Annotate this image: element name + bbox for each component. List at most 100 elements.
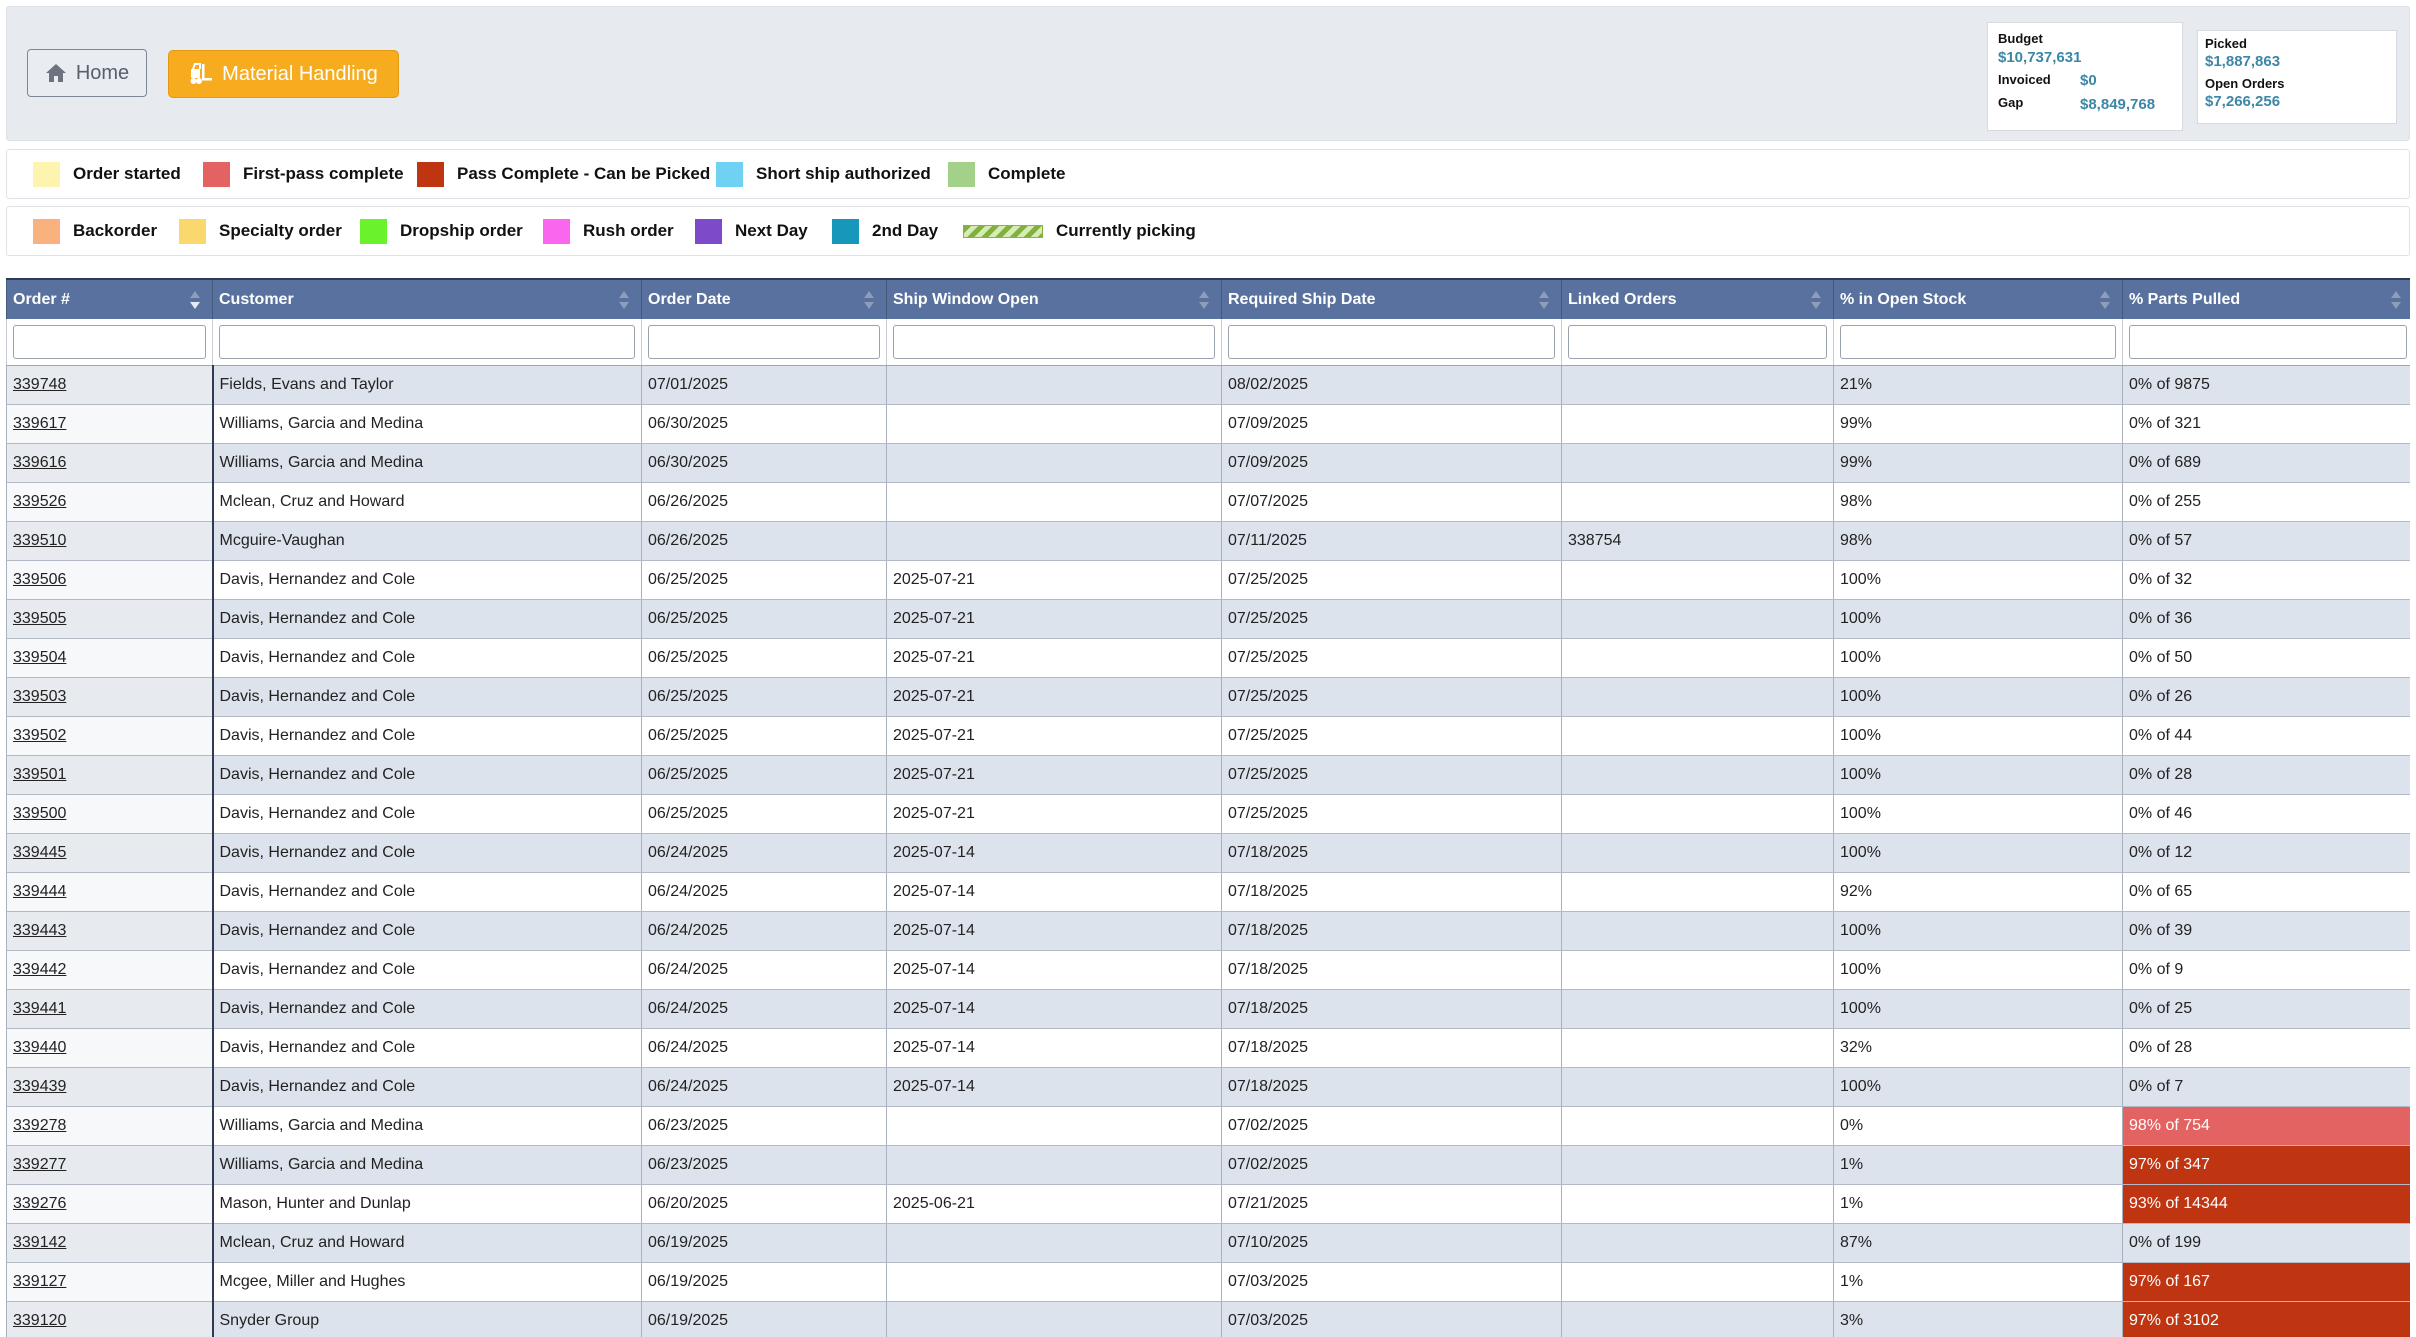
filter-linked-orders-input[interactable]	[1568, 324, 1827, 359]
table-row[interactable]: 339445 Davis, Hernandez and Cole 06/24/202…	[6, 833, 2410, 873]
sort-icon[interactable]	[864, 291, 874, 311]
order-date-cell: 06/30/2025	[641, 443, 887, 483]
home-button[interactable]: Home	[27, 49, 147, 97]
legend-label: Pass Complete - Can be Picked	[457, 164, 711, 183]
order-link[interactable]: 339142	[13, 1233, 67, 1251]
legend-label: Backorder	[73, 221, 158, 240]
linked-orders-cell	[1561, 599, 1834, 639]
legend-label: Order started	[73, 164, 181, 183]
order-link[interactable]: 339441	[13, 999, 67, 1017]
required-ship-date-cell: 07/02/2025	[1221, 1145, 1562, 1185]
column-header-order-date[interactable]: Order Date	[641, 278, 887, 319]
order-link[interactable]: 339278	[13, 1116, 67, 1134]
column-header-parts-pulled[interactable]: % Parts Pulled	[2122, 278, 2410, 319]
table-row[interactable]: 339142 Mclean, Cruz and Howard 06/19/2025 0…	[6, 1223, 2410, 1263]
order-link[interactable]: 339443	[13, 921, 67, 939]
column-header-required-ship-date[interactable]: Required Ship Date	[1221, 278, 1562, 319]
table-row[interactable]: 339526 Mclean, Cruz and Howard 06/26/2025 0…	[6, 482, 2410, 522]
order-link[interactable]: 339445	[13, 843, 67, 861]
filter-open-stock-input[interactable]	[1840, 324, 2116, 359]
open-stock-cell: 1%	[1833, 1262, 2123, 1302]
column-header-ship-window-open[interactable]: Ship Window Open	[886, 278, 1222, 319]
column-header-open-stock[interactable]: % in Open Stock	[1833, 278, 2123, 319]
table-row[interactable]: 339277 Williams, Garcia and Medina 06/23/2…	[6, 1145, 2410, 1185]
order-link[interactable]: 339501	[13, 765, 67, 783]
ship-window-cell	[886, 482, 1222, 522]
customer-cell: Davis, Hernandez and Cole	[212, 599, 642, 639]
column-header-customer[interactable]: Customer	[212, 278, 642, 319]
filter-order-date-input[interactable]	[648, 324, 880, 359]
gap-value: $8,849,768	[2080, 96, 2156, 113]
table-row[interactable]: 339442 Davis, Hernandez and Cole 06/24/202…	[6, 950, 2410, 990]
required-ship-date-cell: 07/18/2025	[1221, 1028, 1562, 1068]
order-link[interactable]: 339504	[13, 648, 67, 666]
order-link[interactable]: 339127	[13, 1272, 67, 1290]
ship-window-cell: 2025-07-21	[886, 716, 1222, 756]
order-link[interactable]: 339442	[13, 960, 67, 978]
parts-pulled-cell: 0% of 50	[2122, 638, 2410, 678]
table-row[interactable]: 339504 Davis, Hernandez and Cole 06/25/202…	[6, 638, 2410, 678]
order-link[interactable]: 339440	[13, 1038, 67, 1056]
parts-pulled-cell: 0% of 36	[2122, 599, 2410, 639]
table-row[interactable]: 339748 Fields, Evans and Taylor 07/01/2025…	[6, 365, 2410, 405]
order-link[interactable]: 339444	[13, 882, 67, 900]
column-header-linked-orders[interactable]: Linked Orders	[1561, 278, 1834, 319]
order-link[interactable]: 339506	[13, 570, 67, 588]
filter-customer-input[interactable]	[219, 324, 635, 359]
table-row[interactable]: 339278 Williams, Garcia and Medina 06/23/2…	[6, 1106, 2410, 1146]
linked-orders-cell	[1561, 1067, 1834, 1107]
table-row[interactable]: 339503 Davis, Hernandez and Cole 06/25/202…	[6, 677, 2410, 717]
filter-parts-pulled-input[interactable]	[2129, 324, 2407, 359]
table-row[interactable]: 339440 Davis, Hernandez and Cole 06/24/202…	[6, 1028, 2410, 1068]
table-row[interactable]: 339617 Williams, Garcia and Medina 06/30/2…	[6, 404, 2410, 444]
table-row[interactable]: 339276 Mason, Hunter and Dunlap 06/20/2025…	[6, 1184, 2410, 1224]
sort-icon[interactable]	[1811, 291, 1821, 311]
order-link[interactable]: 339120	[13, 1311, 67, 1329]
open-stock-cell: 87%	[1833, 1223, 2123, 1263]
table-row[interactable]: 339500 Davis, Hernandez and Cole 06/25/202…	[6, 794, 2410, 834]
sort-icon[interactable]	[2100, 291, 2110, 311]
filter-required-ship-input[interactable]	[1228, 324, 1555, 359]
customer-cell: Davis, Hernandez and Cole	[212, 794, 642, 834]
order-link[interactable]: 339500	[13, 804, 67, 822]
order-link[interactable]: 339748	[13, 375, 67, 393]
sort-icon[interactable]	[1539, 291, 1549, 311]
table-row[interactable]: 339510 Mcguire-Vaughan 06/26/2025 07/11/202…	[6, 521, 2410, 561]
filter-order-number-input[interactable]	[13, 324, 206, 359]
material-handling-label: Material Handling	[222, 62, 378, 85]
order-link[interactable]: 339277	[13, 1155, 67, 1173]
sort-icon[interactable]	[619, 291, 629, 311]
order-link[interactable]: 339617	[13, 414, 67, 432]
table-row[interactable]: 339616 Williams, Garcia and Medina 06/30/2…	[6, 443, 2410, 483]
order-link[interactable]: 339502	[13, 726, 67, 744]
order-link[interactable]: 339505	[13, 609, 67, 627]
order-link[interactable]: 339503	[13, 687, 67, 705]
order-link[interactable]: 339616	[13, 453, 67, 471]
sort-icon[interactable]	[2390, 291, 2401, 311]
linked-orders-cell	[1561, 716, 1834, 756]
order-number-cell: 339277	[6, 1145, 214, 1185]
filter-ship-window-input[interactable]	[893, 324, 1215, 359]
table-row[interactable]: 339120 Snyder Group 06/19/2025 07/03/2025 3%…	[6, 1301, 2410, 1337]
table-row[interactable]: 339443 Davis, Hernandez and Cole 06/24/202…	[6, 911, 2410, 951]
sort-desc-icon[interactable]	[190, 291, 200, 311]
table-row[interactable]: 339444 Davis, Hernandez and Cole 06/24/202…	[6, 872, 2410, 912]
order-link[interactable]: 339276	[13, 1194, 67, 1212]
customer-cell: Davis, Hernandez and Cole	[212, 560, 642, 600]
table-row[interactable]: 339127 Mcgee, Miller and Hughes 06/19/2025…	[6, 1262, 2410, 1302]
table-row[interactable]: 339441 Davis, Hernandez and Cole 06/24/202…	[6, 989, 2410, 1029]
sort-icon[interactable]	[1199, 291, 1209, 311]
required-ship-date-cell: 07/02/2025	[1221, 1106, 1562, 1146]
table-row[interactable]: 339505 Davis, Hernandez and Cole 06/25/202…	[6, 599, 2410, 639]
table-row[interactable]: 339501 Davis, Hernandez and Cole 06/25/202…	[6, 755, 2410, 795]
order-link[interactable]: 339439	[13, 1077, 67, 1095]
order-link[interactable]: 339526	[13, 492, 67, 510]
table-row[interactable]: 339506 Davis, Hernandez and Cole 06/25/202…	[6, 560, 2410, 600]
material-handling-button[interactable]: Material Handling	[168, 50, 399, 98]
open-stock-cell: 98%	[1833, 521, 2123, 561]
ship-window-cell	[886, 365, 1222, 405]
table-row[interactable]: 339439 Davis, Hernandez and Cole 06/24/202…	[6, 1067, 2410, 1107]
table-row[interactable]: 339502 Davis, Hernandez and Cole 06/25/202…	[6, 716, 2410, 756]
order-link[interactable]: 339510	[13, 531, 67, 549]
column-header-order-number[interactable]: Order #	[6, 278, 213, 319]
